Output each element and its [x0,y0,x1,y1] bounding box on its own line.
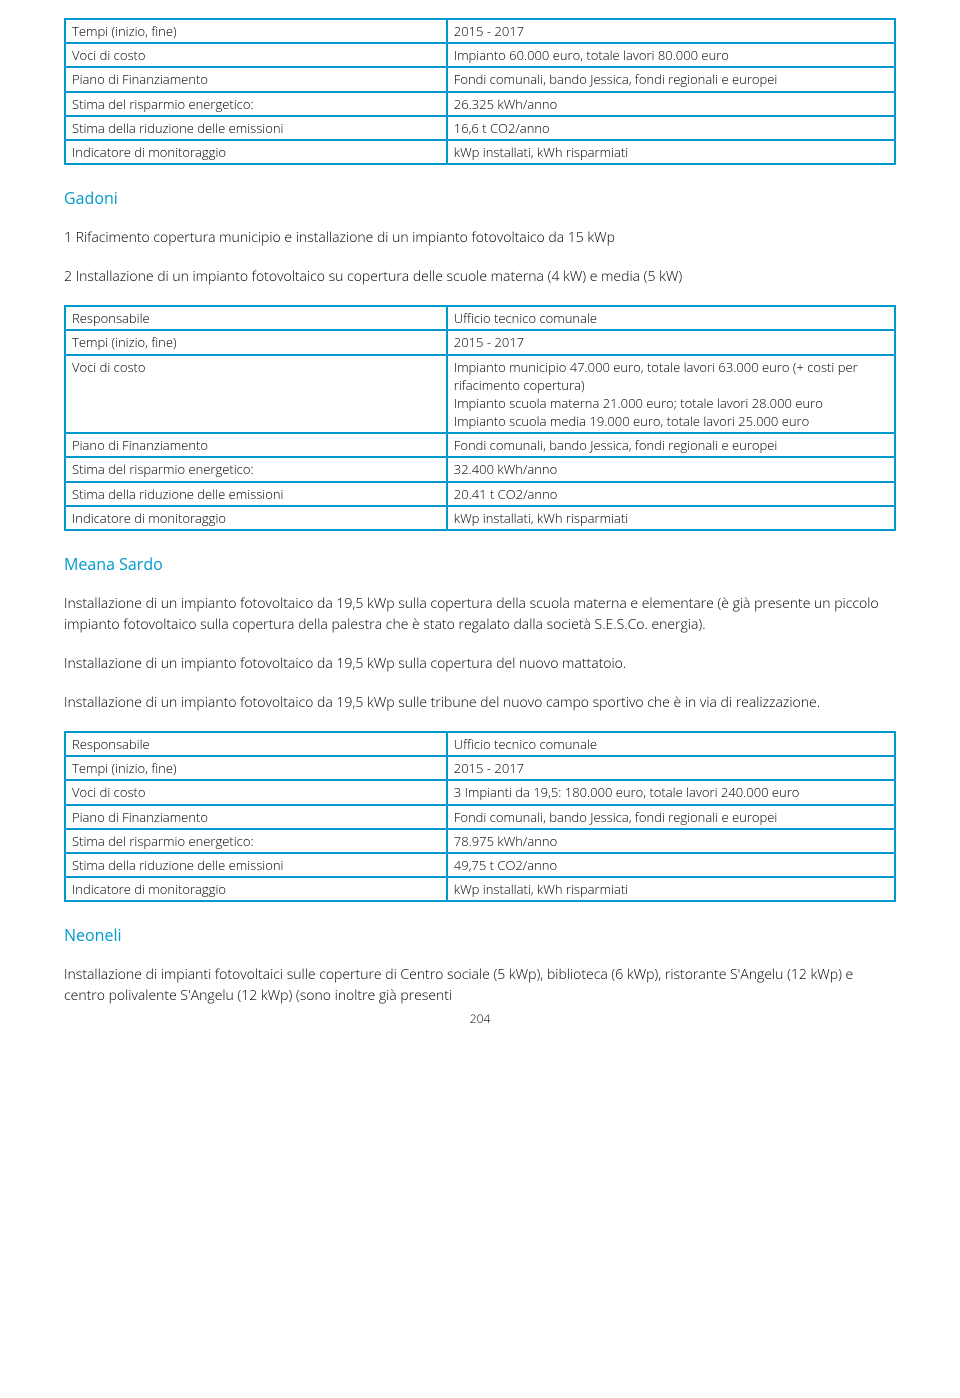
cell-val: 32.400 kWh/anno [447,457,895,481]
table-row: Voci di costoImpianto 60.000 euro, total… [65,43,895,67]
table-meana: ResponsabileUfficio tecnico comunale Tem… [64,731,896,902]
cell-key: Responsabile [65,306,447,330]
table-row: Indicatore di monitoraggiokWp installati… [65,140,895,164]
cell-val: 2015 - 2017 [447,330,895,354]
table-row: Indicatore di monitoraggiokWp installati… [65,877,895,901]
para-gadoni-1: 1 Rifacimento copertura municipio e inst… [64,227,896,248]
table-row: Stima del risparmio energetico:78.975 kW… [65,829,895,853]
cell-val: kWp installati, kWh risparmiati [447,877,895,901]
cell-key: Voci di costo [65,355,447,434]
cell-key: Tempi (inizio, fine) [65,330,447,354]
cell-key: Stima del risparmio energetico: [65,92,447,116]
cell-key: Piano di Finanziamento [65,805,447,829]
cell-val: kWp installati, kWh risparmiati [447,140,895,164]
para-gadoni-2: 2 Installazione di un impianto fotovolta… [64,266,896,287]
cell-key: Indicatore di monitoraggio [65,877,447,901]
cell-key: Tempi (inizio, fine) [65,756,447,780]
table-row: Piano di FinanziamentoFondi comunali, ba… [65,67,895,91]
table-row: ResponsabileUfficio tecnico comunale [65,732,895,756]
table-top: Tempi (inizio, fine)2015 - 2017 Voci di … [64,18,896,165]
cell-key: Indicatore di monitoraggio [65,506,447,530]
cell-key: Voci di costo [65,780,447,804]
cell-val: 3 Impianti da 19,5: 180.000 euro, totale… [447,780,895,804]
para-meana-2: Installazione di un impianto fotovoltaic… [64,653,896,674]
cell-val: Impianto 60.000 euro, totale lavori 80.0… [447,43,895,67]
cell-val: 78.975 kWh/anno [447,829,895,853]
table-row: Tempi (inizio, fine)2015 - 2017 [65,756,895,780]
table-row: Stima della riduzione delle emissioni49,… [65,853,895,877]
para-meana-3: Installazione di un impianto fotovoltaic… [64,692,896,713]
cell-key: Indicatore di monitoraggio [65,140,447,164]
para-meana-1: Installazione di un impianto fotovoltaic… [64,593,896,635]
cell-val: Fondi comunali, bando Jessica, fondi reg… [447,433,895,457]
cell-key: Voci di costo [65,43,447,67]
cell-key: Stima della riduzione delle emissioni [65,482,447,506]
table-row: Tempi (inizio, fine)2015 - 2017 [65,330,895,354]
cell-key: Stima del risparmio energetico: [65,457,447,481]
cell-val: Fondi comunali, bando Jessica, fondi reg… [447,67,895,91]
cell-key: Stima della riduzione delle emissioni [65,853,447,877]
cell-val: 2015 - 2017 [447,19,895,43]
cell-val: 2015 - 2017 [447,756,895,780]
cell-key: Tempi (inizio, fine) [65,19,447,43]
table-gadoni: ResponsabileUfficio tecnico comunale Tem… [64,305,896,531]
cell-val: 20.41 t CO2/anno [447,482,895,506]
table-row: Voci di costo3 Impianti da 19,5: 180.000… [65,780,895,804]
para-neoneli-1: Installazione di impianti fotovoltaici s… [64,964,896,1006]
cell-val: Ufficio tecnico comunale [447,306,895,330]
cell-val: kWp installati, kWh risparmiati [447,506,895,530]
table-row: Stima della riduzione delle emissioni16,… [65,116,895,140]
table-row: Stima del risparmio energetico:26.325 kW… [65,92,895,116]
cell-key: Piano di Finanziamento [65,433,447,457]
table-row: Stima del risparmio energetico:32.400 kW… [65,457,895,481]
table-row: Piano di FinanziamentoFondi comunali, ba… [65,805,895,829]
table-row: Piano di FinanziamentoFondi comunali, ba… [65,433,895,457]
cell-key: Stima del risparmio energetico: [65,829,447,853]
table-row: Voci di costoImpianto municipio 47.000 e… [65,355,895,434]
cell-val: Impianto municipio 47.000 euro, totale l… [447,355,895,434]
section-heading-neoneli: Neoneli [64,924,896,946]
section-heading-meana: Meana Sardo [64,553,896,575]
cell-val: 26.325 kWh/anno [447,92,895,116]
page-number: 204 [64,1010,896,1027]
cell-val: 16,6 t CO2/anno [447,116,895,140]
table-row: ResponsabileUfficio tecnico comunale [65,306,895,330]
cell-key: Stima della riduzione delle emissioni [65,116,447,140]
table-row: Stima della riduzione delle emissioni20.… [65,482,895,506]
cell-val: 49,75 t CO2/anno [447,853,895,877]
table-row: Tempi (inizio, fine)2015 - 2017 [65,19,895,43]
cell-val: Ufficio tecnico comunale [447,732,895,756]
section-heading-gadoni: Gadoni [64,187,896,209]
cell-key: Piano di Finanziamento [65,67,447,91]
cell-val: Fondi comunali, bando Jessica, fondi reg… [447,805,895,829]
table-row: Indicatore di monitoraggiokWp installati… [65,506,895,530]
cell-key: Responsabile [65,732,447,756]
